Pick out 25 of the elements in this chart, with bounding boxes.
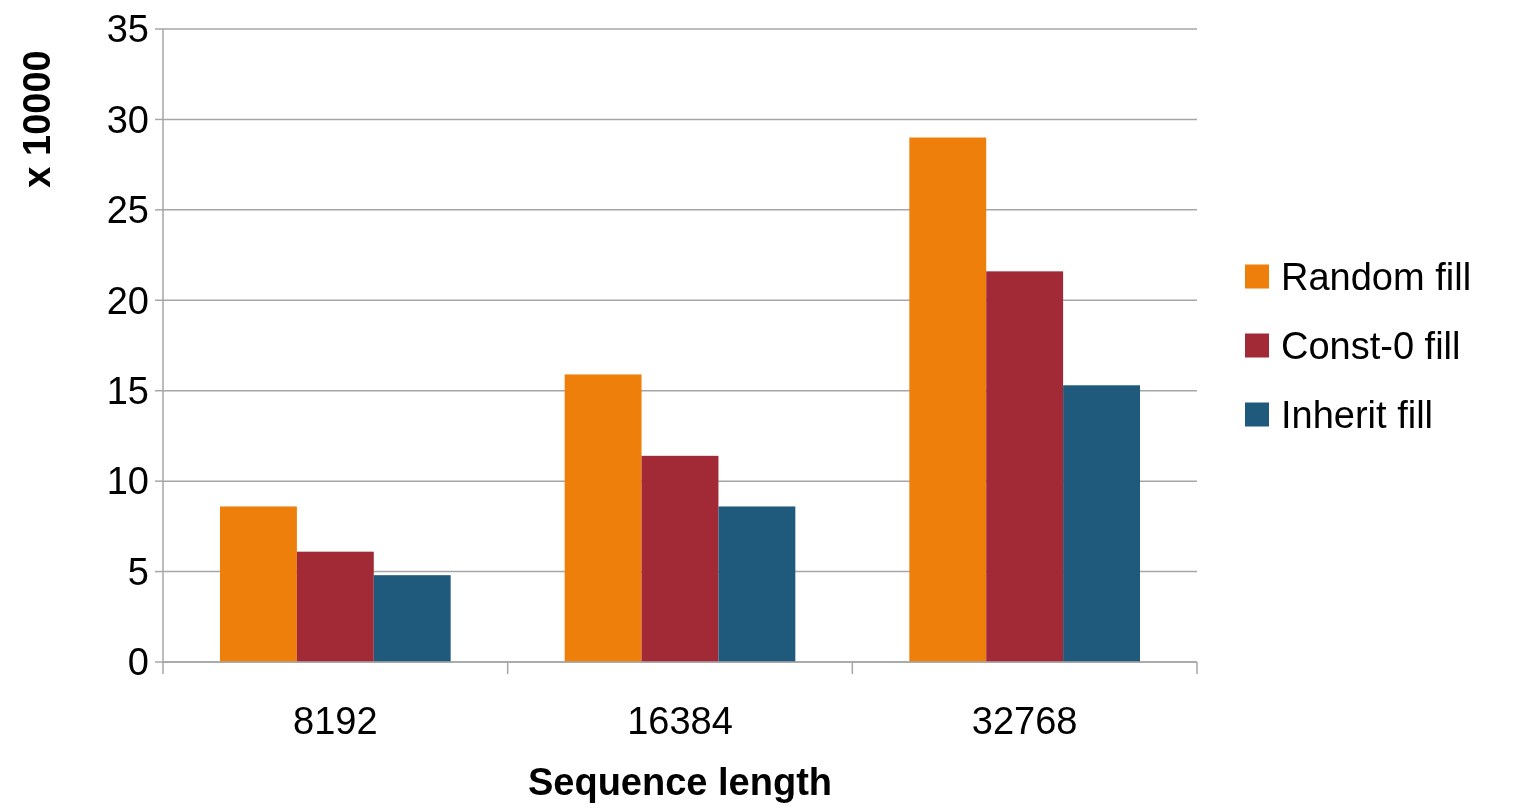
y-tick-label: 35	[106, 8, 149, 51]
bar	[373, 575, 451, 662]
bar	[986, 271, 1064, 662]
bar	[296, 551, 374, 662]
y-tick-label: 25	[106, 189, 149, 232]
bar	[1063, 385, 1140, 662]
y-tick-label: 0	[127, 641, 149, 684]
y-tick-label: 30	[106, 98, 149, 141]
x-axis-title: Sequence length	[527, 761, 833, 803]
y-tick-label: 5	[127, 550, 149, 593]
bar	[909, 137, 987, 662]
y-axis-title: x 10000	[16, 50, 58, 188]
bar	[718, 506, 796, 662]
legend-label: Random fill	[1281, 255, 1472, 298]
x-tick-label: 32768	[971, 700, 1078, 742]
legend-label: Inherit fill	[1281, 393, 1434, 436]
bar	[564, 374, 642, 662]
x-tick-label: 8192	[293, 700, 378, 742]
bar	[220, 506, 297, 662]
x-tick-label: 16384	[627, 700, 733, 742]
legend-label: Const-0 fill	[1281, 324, 1461, 367]
y-tick-label: 10	[106, 460, 149, 503]
y-tick-label: 15	[106, 370, 149, 413]
y-tick-label: 20	[106, 279, 149, 322]
bar	[641, 455, 719, 662]
